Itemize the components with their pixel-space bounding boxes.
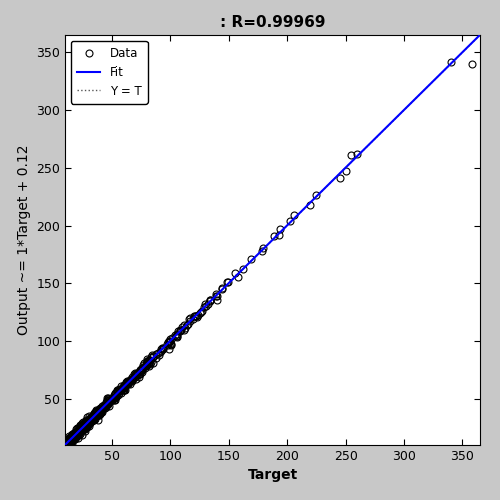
Y = T bbox=[62, 442, 68, 448]
Y = T bbox=[456, 52, 462, 59]
Data bbox=[98, 408, 104, 414]
Fit bbox=[62, 442, 68, 448]
Line: Fit: Fit bbox=[65, 35, 480, 445]
Legend: Data, Fit, Y = T: Data, Fit, Y = T bbox=[71, 41, 148, 104]
Y = T bbox=[172, 333, 178, 339]
Data bbox=[62, 444, 68, 450]
Fit bbox=[172, 332, 178, 338]
Fit bbox=[87, 417, 93, 423]
Data bbox=[84, 420, 89, 426]
Y = T bbox=[87, 418, 93, 424]
Title: : R=0.99969: : R=0.99969 bbox=[220, 14, 325, 30]
Line: Y = T: Y = T bbox=[65, 35, 480, 445]
Fit bbox=[456, 52, 462, 59]
Fit bbox=[477, 32, 483, 38]
Data bbox=[95, 409, 101, 415]
Data bbox=[448, 59, 454, 65]
Y = T bbox=[78, 426, 84, 432]
Y = T bbox=[477, 32, 483, 38]
X-axis label: Target: Target bbox=[248, 468, 298, 482]
Line: Data: Data bbox=[62, 58, 476, 450]
Y-axis label: Output ~= 1*Target + 0.12: Output ~= 1*Target + 0.12 bbox=[16, 145, 30, 335]
Data bbox=[126, 380, 132, 386]
Y = T bbox=[442, 67, 448, 73]
Data bbox=[95, 410, 101, 416]
Fit bbox=[78, 426, 84, 432]
Fit bbox=[139, 366, 145, 372]
Data bbox=[469, 61, 475, 67]
Fit bbox=[442, 67, 448, 73]
Data bbox=[76, 432, 82, 438]
Y = T bbox=[139, 366, 145, 372]
Data bbox=[66, 438, 71, 444]
